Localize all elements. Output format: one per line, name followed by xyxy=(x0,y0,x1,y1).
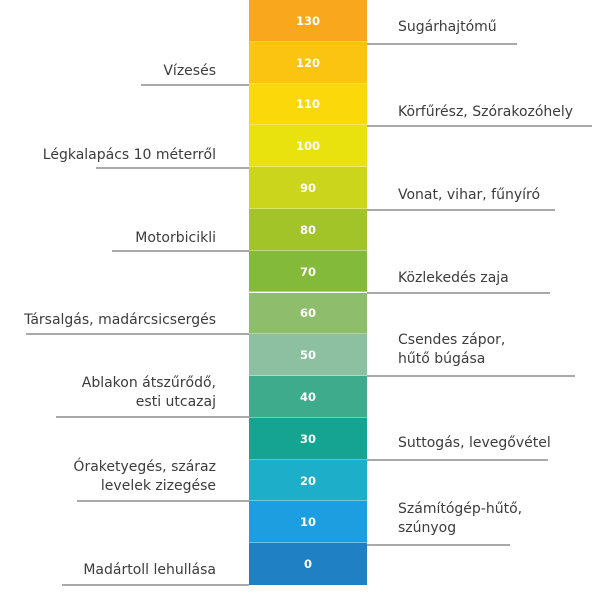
left-sound-label: Óraketyegés, száraz levelek zizegése xyxy=(73,458,216,496)
scale-segment: 120 xyxy=(249,41,367,84)
scale-segment: 110 xyxy=(249,83,367,126)
label-line: Vízesés xyxy=(163,63,216,79)
scale-divider xyxy=(249,249,367,251)
label-line: Motorbicikli xyxy=(135,230,216,246)
scale-segment: 130 xyxy=(249,0,367,42)
scale-segment: 30 xyxy=(249,417,367,460)
scale-value: 20 xyxy=(299,473,316,488)
scale-divider xyxy=(249,124,367,126)
label-line: Csendes zápor, xyxy=(398,332,506,348)
label-line: Madártoll lehullása xyxy=(83,562,216,578)
scale-value: 100 xyxy=(295,139,320,154)
scale-segment: 90 xyxy=(249,167,367,209)
left-leader-line xyxy=(112,250,249,252)
left-leader-line xyxy=(77,500,249,502)
right-leader-line xyxy=(367,375,575,377)
label-line: Ablakon átszűrődő, xyxy=(81,375,216,391)
scale-divider xyxy=(249,542,367,544)
scale-value: 0 xyxy=(303,557,312,572)
scale-divider xyxy=(249,458,367,460)
right-sound-label: Sugárhajtómű xyxy=(398,18,497,37)
right-sound-label: Vonat, vihar, fűnyíró xyxy=(398,186,540,205)
right-leader-line xyxy=(367,209,555,211)
scale-value: 10 xyxy=(299,515,316,530)
right-leader-line xyxy=(367,459,548,461)
label-line: Körfűrész, Szórakozóhely xyxy=(398,104,574,120)
scale-value: 70 xyxy=(299,264,316,279)
scale-segment: 60 xyxy=(249,292,367,335)
right-sound-label: Suttogás, levegővétel xyxy=(398,434,551,453)
left-sound-label: Társalgás, madárcsicsergés xyxy=(24,311,216,330)
scale-value: 110 xyxy=(295,97,320,112)
right-leader-line xyxy=(367,43,517,45)
left-leader-line xyxy=(96,167,249,169)
left-leader-line xyxy=(141,84,249,86)
scale-divider xyxy=(249,375,367,377)
scale-divider xyxy=(249,291,367,293)
scale-value: 40 xyxy=(299,389,316,404)
scale-divider xyxy=(249,166,367,168)
scale-value: 80 xyxy=(299,222,316,237)
right-leader-line xyxy=(367,544,510,546)
decibel-scale: 130 120 110 100 90 80 70 60 50 40 30 20 10 0 xyxy=(249,0,367,585)
scale-divider xyxy=(249,416,367,418)
scale-divider xyxy=(249,207,367,209)
right-leader-line xyxy=(367,292,550,294)
right-sound-label: Közlekedés zaja xyxy=(398,269,509,288)
scale-segment: 70 xyxy=(249,250,367,293)
label-line: szúnyog xyxy=(398,520,457,536)
left-leader-line xyxy=(62,584,249,586)
label-line: esti utcazaj xyxy=(135,394,216,410)
right-sound-label: Számítógép-hűtő, szúnyog xyxy=(398,500,522,538)
right-sound-label: Körfűrész, Szórakozóhely xyxy=(398,103,573,122)
scale-divider xyxy=(249,82,367,84)
scale-segment: 100 xyxy=(249,125,367,168)
scale-segment: 10 xyxy=(249,501,367,544)
scale-segment: 0 xyxy=(249,543,367,585)
scale-segment: 80 xyxy=(249,208,367,251)
left-leader-line xyxy=(56,416,249,418)
scale-segment: 50 xyxy=(249,334,367,377)
right-sound-label: Csendes zápor, hűtő búgása xyxy=(398,331,505,369)
left-sound-label: Ablakon átszűrődő, esti utcazaj xyxy=(82,374,216,412)
label-line: Vonat, vihar, fűnyíró xyxy=(398,187,541,203)
scale-divider xyxy=(249,333,367,335)
label-line: Légkalapács 10 méterről xyxy=(42,147,216,163)
label-line: Társalgás, madárcsicsergés xyxy=(24,312,216,328)
label-line: Sugárhajtómű xyxy=(398,19,497,35)
scale-value: 90 xyxy=(299,181,316,196)
right-leader-line xyxy=(367,125,592,127)
label-line: hűtő búgása xyxy=(398,351,486,367)
label-line: Suttogás, levegővétel xyxy=(398,435,551,451)
left-sound-label: Vízesés xyxy=(163,62,216,81)
label-line: Számítógép-hűtő, xyxy=(398,501,523,517)
label-line: levelek zizegése xyxy=(100,478,216,494)
scale-divider xyxy=(249,40,367,42)
scale-value: 60 xyxy=(299,306,316,321)
scale-value: 30 xyxy=(299,431,316,446)
scale-segment: 20 xyxy=(249,459,367,502)
left-sound-label: Motorbicikli xyxy=(135,229,216,248)
label-line: Közlekedés zaja xyxy=(398,270,509,286)
scale-value: 120 xyxy=(295,55,320,70)
left-sound-label: Légkalapács 10 méterről xyxy=(43,146,216,165)
left-sound-label: Madártoll lehullása xyxy=(83,561,216,580)
label-line: Óraketyegés, száraz xyxy=(73,459,216,475)
scale-value: 50 xyxy=(299,348,316,363)
left-leader-line xyxy=(26,333,249,335)
scale-divider xyxy=(249,500,367,502)
scale-segment: 40 xyxy=(249,376,367,418)
scale-value: 130 xyxy=(295,13,320,28)
